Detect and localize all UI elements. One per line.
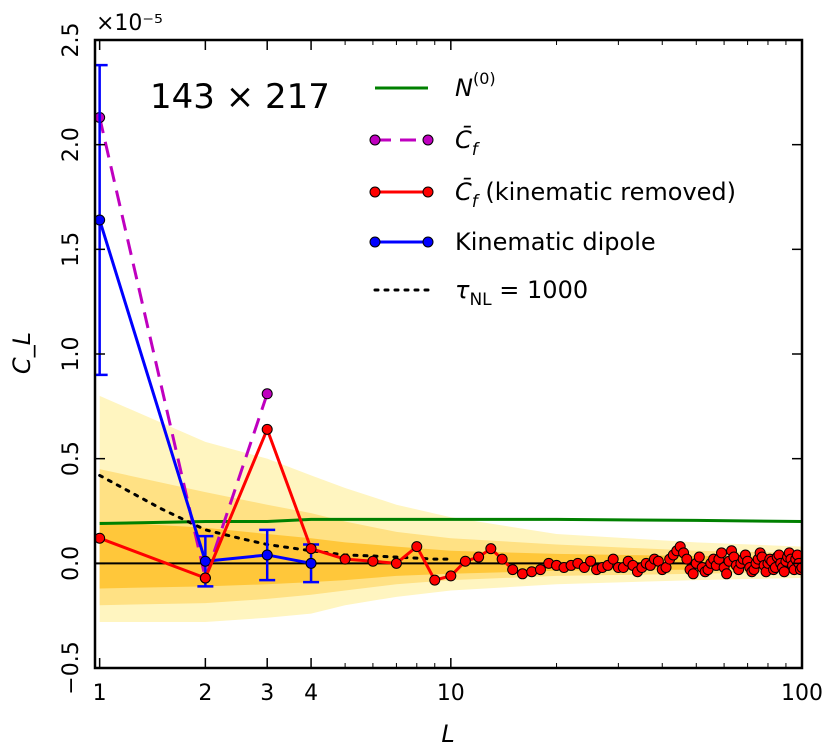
data-point xyxy=(305,557,317,569)
series-line xyxy=(99,517,802,526)
y-tick-label: 2.0 xyxy=(59,127,84,162)
y-multiplier: ×10⁻⁵ xyxy=(96,11,163,36)
legend-label-rest: = 1000 xyxy=(492,276,588,304)
legend-swatch-marker xyxy=(422,134,434,146)
legend-swatch-marker xyxy=(422,186,434,198)
series-0 xyxy=(99,517,802,526)
x-tick-label: 100 xyxy=(781,681,823,706)
y-tick-label-wrap: 1.0 xyxy=(59,337,84,372)
data-point xyxy=(681,553,693,565)
data-point xyxy=(517,568,529,580)
series-3 xyxy=(95,63,320,588)
data-point xyxy=(778,566,790,578)
legend-entry-0: N(0) xyxy=(375,69,496,102)
x-tick-label: 10 xyxy=(437,681,465,706)
y-tick-label: 0.5 xyxy=(59,441,84,476)
legend-entry-2: C̄f (kinematic removed) xyxy=(369,177,736,212)
confidence-bands xyxy=(99,395,802,622)
legend-entry-4: τNL = 1000 xyxy=(373,276,588,310)
data-point xyxy=(693,551,705,563)
data-point xyxy=(445,570,457,582)
y-tick-label: 2.5 xyxy=(59,23,84,58)
legend-label: C̄f xyxy=(455,125,481,160)
legend: N(0)C̄fC̄f (kinematic removed)Kinematic … xyxy=(369,69,736,310)
y-tick-label-wrap: 2.0 xyxy=(59,127,84,162)
data-point xyxy=(721,568,733,580)
data-point xyxy=(95,532,106,544)
legend-label-sub: NL xyxy=(469,290,492,310)
series-layer xyxy=(95,63,802,588)
y-tick-label: 1.0 xyxy=(59,337,84,372)
legend-label-main: C̄ xyxy=(455,125,472,154)
legend-label: C̄f (kinematic removed) xyxy=(455,177,736,212)
data-point xyxy=(411,541,423,553)
legend-label-sub: f xyxy=(472,140,481,160)
axis-ticks: 1 2 3 4 10 100 −0.5 0.0 0.5 1.0 1.5 2.0 2.5 xyxy=(59,23,823,707)
legend-swatch-marker xyxy=(369,134,381,146)
data-point xyxy=(585,555,597,567)
y-tick-label: 1.5 xyxy=(59,232,84,267)
legend-label: τNL = 1000 xyxy=(455,276,588,310)
legend-label-main: Kinematic dipole xyxy=(455,228,656,256)
band-inner xyxy=(99,521,802,589)
legend-swatch-marker xyxy=(369,186,381,198)
data-point xyxy=(496,553,508,565)
panel-label: 143 × 217 xyxy=(150,77,330,117)
data-point xyxy=(607,553,619,565)
data-point xyxy=(429,574,441,586)
legend-entry-1: C̄f xyxy=(369,125,481,160)
legend-label-main: N xyxy=(455,74,473,102)
data-point xyxy=(261,423,273,435)
legend-label-sub: f xyxy=(472,192,481,212)
x-tick-label: 1 xyxy=(93,681,107,706)
data-point xyxy=(261,549,273,561)
data-point xyxy=(261,388,273,400)
y-tick-label-wrap: 0.5 xyxy=(59,441,84,476)
data-point xyxy=(367,555,379,567)
legend-label: N(0) xyxy=(455,69,496,102)
data-point xyxy=(199,572,211,584)
data-point xyxy=(473,551,485,563)
y-tick-label-wrap: 0.0 xyxy=(59,546,84,581)
legend-label-rest: (kinematic removed) xyxy=(478,178,736,206)
y-tick-label: −0.5 xyxy=(59,641,84,694)
series-2 xyxy=(95,423,802,586)
x-tick-label: 2 xyxy=(198,681,212,706)
y-tick-label-wrap: 2.5 xyxy=(59,23,84,58)
data-point xyxy=(507,564,519,576)
legend-entry-3: Kinematic dipole xyxy=(369,228,656,256)
legend-label-main: C̄ xyxy=(455,177,472,206)
data-point xyxy=(339,553,351,565)
legend-swatch-marker xyxy=(369,236,381,248)
legend-label-main: τ xyxy=(455,276,470,304)
x-tick-label: 4 xyxy=(304,681,318,706)
svg-text:C_L: C_L xyxy=(8,332,36,374)
legend-label-sup: (0) xyxy=(473,69,496,88)
data-point xyxy=(95,214,106,226)
data-point xyxy=(199,555,211,567)
y-tick-label: 0.0 xyxy=(59,546,84,581)
data-point xyxy=(716,547,728,559)
data-point xyxy=(687,568,699,580)
legend-swatch-marker xyxy=(422,236,434,248)
data-point xyxy=(534,564,546,576)
x-tick-label: 3 xyxy=(260,681,274,706)
y-tick-label-wrap: −0.5 xyxy=(59,641,84,694)
data-point xyxy=(305,543,317,555)
x-axis-title: L xyxy=(441,720,454,748)
data-point xyxy=(459,555,471,567)
series-line xyxy=(98,117,269,584)
y-tick-label-wrap: 1.5 xyxy=(59,232,84,267)
data-point xyxy=(485,543,497,555)
y-axis-title: C_L xyxy=(8,332,36,374)
data-point xyxy=(390,557,402,569)
legend-label: Kinematic dipole xyxy=(455,228,656,256)
series-line xyxy=(98,219,312,565)
